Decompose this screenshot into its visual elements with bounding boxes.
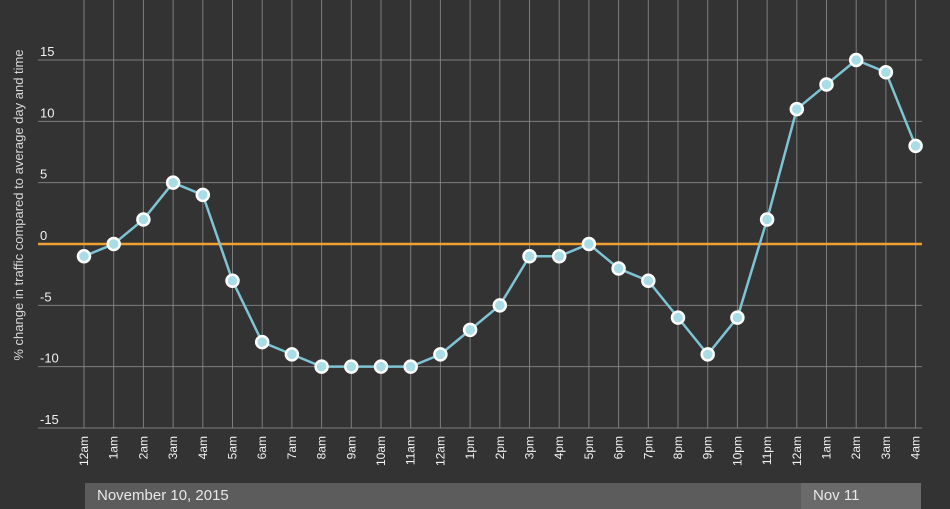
x-tick-label: 1pm [463,436,477,459]
x-tick-label: 4pm [552,436,566,459]
y-tick-label: -15 [40,412,59,427]
y-axis-label: % change in traffic compared to average … [11,49,26,360]
data-point [641,273,656,289]
x-tick-label: 7pm [641,436,655,459]
data-point [670,310,686,325]
data-point [700,347,715,362]
x-tick-label: 2am [849,436,863,459]
x-tick-label: 11am [404,436,418,465]
x-tick-label: 2am [136,436,150,459]
data-point [789,101,805,117]
horizontal-gridlines [38,59,922,429]
y-tick-label: 5 [40,167,47,182]
y-tick-label: -5 [40,289,52,304]
x-tick-label: 2pm [493,436,507,459]
x-tick-label: 3pm [523,436,537,459]
x-tick-label: 12am [77,436,91,466]
data-point [195,187,211,203]
data-point [373,359,389,374]
x-tick-label: 5pm [582,436,596,459]
data-point [225,273,240,289]
x-tick-label: 6pm [612,436,626,459]
data-point [403,359,418,374]
x-tick-label: 12am [433,436,447,466]
x-tick-label: 9am [344,436,358,459]
x-tick-label: 8pm [671,436,685,459]
data-point [165,175,181,190]
x-tick-label: 3am [166,436,180,459]
data-point [581,236,597,252]
x-tick-label: 8am [315,436,329,459]
data-point [314,359,329,374]
data-point [462,322,478,338]
x-tick-label: 9pm [701,436,715,459]
date-band-nov-11: Nov 11 [801,483,921,509]
data-point [522,249,537,264]
x-tick-label: 11pm [760,436,774,465]
data-point [254,334,270,350]
data-point [284,347,300,362]
x-tick-label: 12am [790,436,804,466]
data-point [730,310,745,325]
data-point [433,347,448,362]
x-tick-label: 1am [107,436,121,459]
y-tick-label: 10 [40,105,54,120]
date-band-nov-10: November 10, 2015 [85,483,801,509]
data-point [878,65,894,80]
data-point [759,212,775,227]
x-tick-label: 4am [196,436,210,459]
x-tick-label: 10pm [730,436,744,466]
data-point [908,138,923,154]
data-point [819,77,834,92]
x-tick-label: 10am [374,436,388,466]
data-point [611,261,626,276]
data-point [344,359,359,374]
data-point [492,298,508,313]
y-tick-label: 0 [40,228,47,243]
y-axis-ticks: 15 10 5 0 -5 -10 -15 [40,44,59,427]
data-point [136,212,151,227]
x-tick-label: 1am [820,436,834,459]
data-points [76,52,923,374]
vertical-gridlines [83,0,917,428]
x-axis-ticks: 12am 1am 2am 3am 4am 5am 6am 7am 8am 9am 10am 11am 1… [77,436,923,466]
data-point [106,236,121,252]
x-tick-label: 6am [255,436,269,459]
line-chart: 15 10 5 0 -5 -10 -15 12am 1am 2am 3am 4am 5am 6am 7am… [11,0,923,466]
data-point [551,249,567,264]
y-tick-label: -10 [40,351,59,366]
data-point [848,52,864,68]
x-tick-label: 3am [879,436,893,459]
data-point [76,249,92,264]
y-tick-label: 15 [40,44,54,59]
x-tick-label: 5am [226,436,240,459]
x-tick-label: 7am [285,436,299,459]
x-tick-label: 4am [909,436,923,459]
